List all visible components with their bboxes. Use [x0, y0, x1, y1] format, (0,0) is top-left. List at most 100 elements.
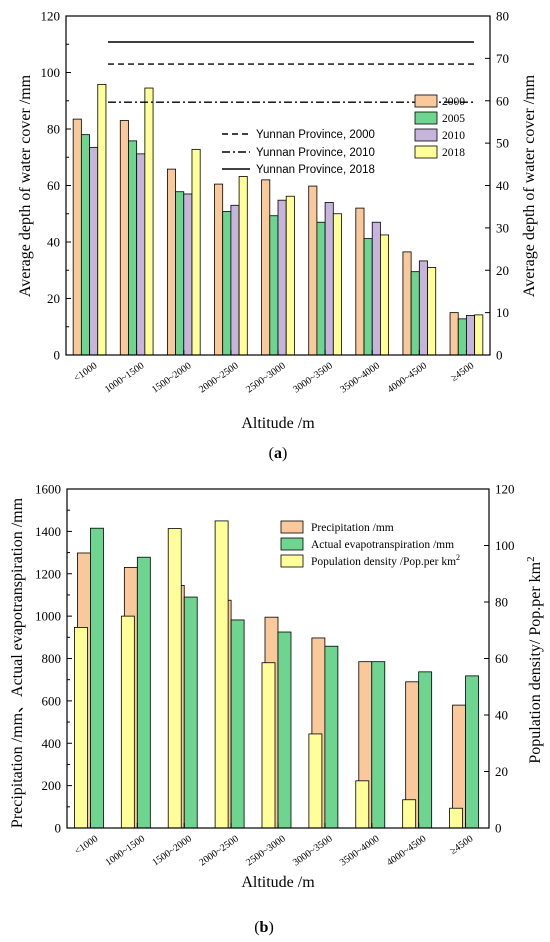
b-legend-label-text-2: Population density /Pop.per km: [311, 556, 456, 568]
a-xtick-label-2: 1500~2000: [150, 360, 194, 395]
a-xtick-label-6: 3500~4000: [338, 360, 382, 395]
a-ytick-label-4: 80: [47, 122, 60, 137]
bar-population-density-1: [120, 615, 135, 829]
a-ytick-r-label-3: 30: [496, 220, 509, 235]
bar-2000-8: [449, 312, 459, 356]
panel-a-right-ticks: 0 10 20 30 40 50 60 70 80: [485, 9, 509, 363]
bar-2000-4: [261, 179, 271, 356]
bar-evapotranspiration-8: [465, 675, 479, 829]
panel-b-y-axis-label-right: Population density/ Pop.per km2: [525, 556, 544, 763]
a-xtick-label-8: ≥4500: [449, 360, 476, 384]
a-ytick-r-label-8: 80: [496, 9, 509, 24]
b-legend-swatch-2: [280, 554, 304, 568]
bar-population-density-5: [308, 733, 323, 829]
a-ytick-label-6: 120: [41, 9, 61, 24]
b-legend-label-text-1: Actual evapotranspiration /mm: [311, 539, 454, 551]
a-xtick-label-0: <1000: [72, 360, 99, 384]
a-legend-swatch-2: [414, 128, 438, 142]
panel-a-y-axis-label: Average depth of water cover /mm: [17, 74, 34, 297]
a-xtick-label-1: 1000~1500: [103, 360, 147, 395]
panel-b-x-ticks: <1000 1000~1500 1500~2000 2000~2500 2500~300…: [73, 823, 475, 869]
a-legend-swatch-3: [414, 145, 438, 159]
panel-b-caption: (b): [254, 919, 274, 936]
bar-2010-0: [89, 146, 99, 356]
panel-b-x-axis-label: Altitude /m: [241, 874, 315, 891]
bar-2005-4: [269, 215, 279, 356]
bar-2000-3: [214, 183, 224, 356]
panel-a-legend: 2000 2005 2010 2018 Yunnan Province, 2000 Yun…: [222, 94, 465, 176]
bar-evapotranspiration-4: [277, 631, 292, 829]
bar-2018-8: [474, 314, 484, 356]
bar-2010-7: [418, 260, 428, 356]
b-ytick-r-label-6: 120: [495, 482, 515, 497]
bar-2018-7: [427, 267, 437, 356]
a-legend-label-2: 2010: [442, 130, 465, 142]
b-xtick-label-4: 2500~3000: [244, 833, 288, 868]
a-ytick-r-label-0: 0: [496, 348, 503, 363]
b-xtick-label-2: 1500~2000: [150, 833, 194, 868]
a-ytick-r-label-1: 10: [496, 305, 509, 320]
bar-population-density-3: [214, 520, 229, 829]
bar-population-density-6: [355, 780, 370, 829]
a-ytick-label-0: 0: [54, 348, 61, 363]
bar-evapotranspiration-1: [136, 556, 151, 829]
a-legend-refline-label-0: Yunnan Province, 2000: [256, 129, 375, 141]
a-ytick-r-label-7: 70: [496, 51, 509, 66]
bar-2018-3: [238, 176, 248, 356]
bar-2010-5: [324, 202, 334, 356]
bar-2005-0: [80, 134, 90, 356]
a-legend-label-1: 2005: [442, 113, 465, 125]
a-ytick-label-2: 40: [47, 235, 60, 250]
bar-2000-5: [308, 185, 318, 356]
a-legend-swatch-1: [414, 111, 438, 125]
a-legend-label-0: 2000: [442, 96, 465, 108]
bar-evapotranspiration-0: [90, 527, 104, 829]
bar-2018-5: [332, 213, 342, 356]
a-ytick-label-5: 100: [41, 65, 61, 80]
b-ytick-label-1: 200: [42, 778, 62, 793]
a-ytick-label-3: 60: [47, 178, 60, 193]
bar-2000-1: [119, 120, 129, 356]
panel-b-left-ticks: 0 200 400 600 800 1000 1200 1400 1600: [35, 482, 72, 836]
b-legend-swatch-0: [280, 520, 304, 534]
bar-2018-1: [144, 87, 154, 356]
a-xtick-label-4: 2500~3000: [244, 360, 288, 395]
a-ytick-label-1: 20: [47, 291, 60, 306]
b-ytick-label-8: 1600: [35, 482, 61, 497]
b-ytick-label-0: 0: [55, 821, 62, 836]
a-ytick-r-label-5: 50: [496, 136, 509, 151]
bar-2005-7: [410, 271, 420, 356]
panel-b-right-ticks: 0 20 40 60 80 100 120: [484, 482, 515, 836]
b-ytick-label-2: 400: [42, 736, 62, 751]
b-ytick-r-label-5: 100: [495, 538, 515, 553]
panel-b: 0 200 400 600 800 1000 1200 1400 1600 0 20 40 60 80 1…: [9, 482, 544, 937]
a-xtick-label-3: 2000~2500: [197, 360, 241, 395]
panel-a-y-axis-label-right: Average depth of water cover /mm: [521, 74, 538, 297]
a-legend-refline-label-1: Yunnan Province, 2010: [256, 147, 375, 159]
a-ytick-r-label-2: 20: [496, 263, 509, 278]
b-legend-label-2: Population density /Pop.per km2: [311, 553, 460, 568]
a-ytick-r-label-4: 40: [496, 178, 509, 193]
bar-population-density-8: [449, 807, 463, 829]
b-xtick-label-1: 1000~1500: [104, 833, 148, 868]
b-xtick-label-3: 2000~2500: [197, 833, 241, 868]
panel-b-y-axis-label: Precipitation /mm、Actual evapotranspirat…: [9, 497, 26, 828]
bar-population-density-7: [402, 799, 417, 829]
bar-2010-4: [277, 199, 287, 356]
panel-a-reference-lines: [108, 41, 474, 103]
a-legend-refline-label-2: Yunnan Province, 2018: [256, 164, 375, 176]
panel-a-x-axis-label: Altitude /m: [241, 415, 315, 432]
a-legend-swatch-0: [414, 94, 438, 108]
bar-2018-6: [380, 234, 390, 356]
bar-2010-6: [371, 221, 381, 356]
bar-2005-8: [457, 318, 467, 356]
b-legend-label-1: Actual evapotranspiration /mm: [311, 539, 454, 551]
bar-2018-0: [97, 83, 107, 356]
b-ytick-label-3: 600: [42, 693, 62, 708]
b-legend-label-0: Precipitation /mm: [311, 522, 394, 534]
b-ytick-r-label-1: 20: [495, 764, 508, 779]
bar-2000-6: [355, 207, 365, 356]
bar-2018-4: [285, 195, 295, 356]
